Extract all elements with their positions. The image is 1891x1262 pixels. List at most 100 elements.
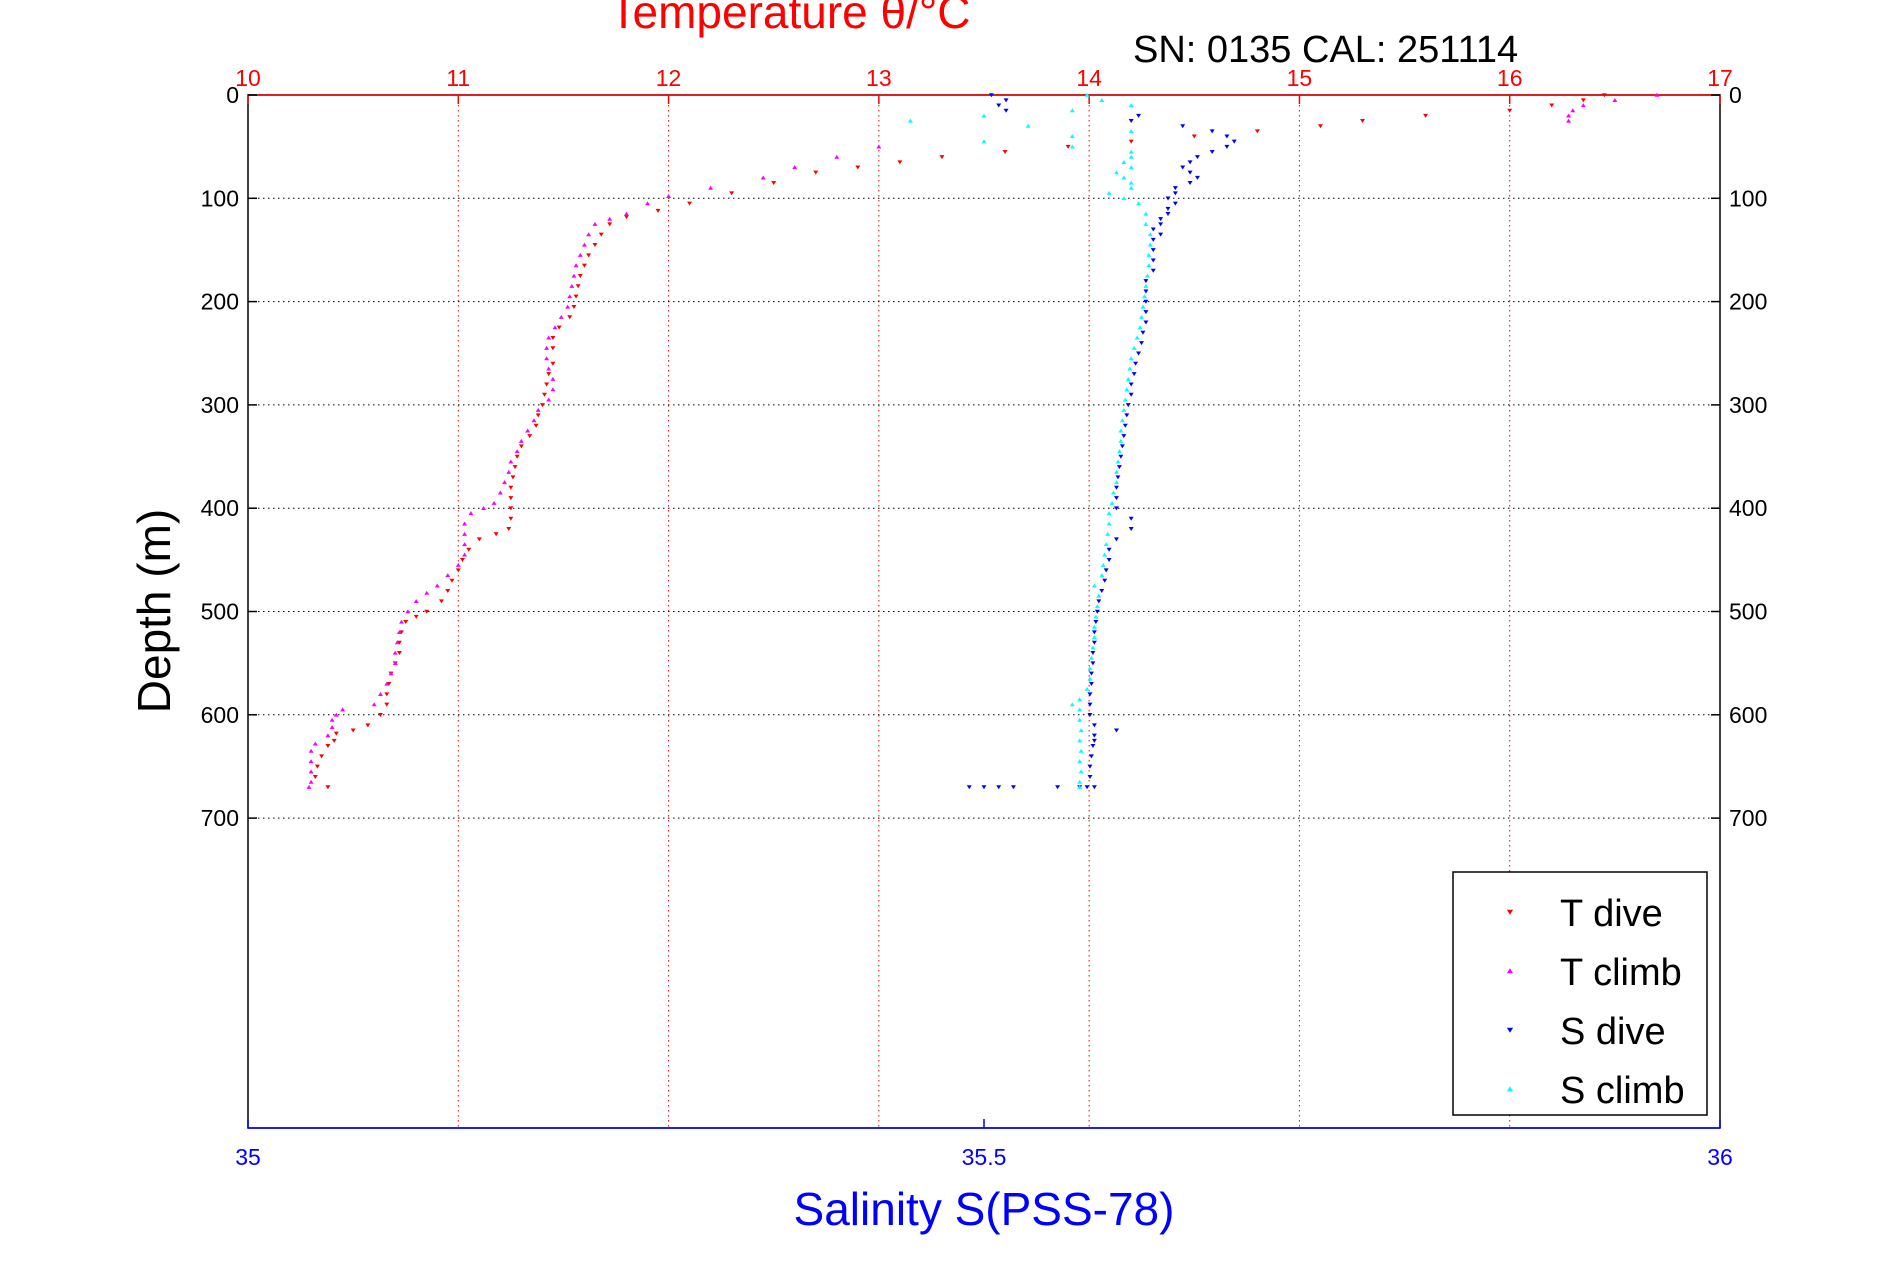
- data-point: [607, 222, 613, 227]
- data-point: [1087, 692, 1093, 697]
- data-point: [586, 253, 592, 258]
- data-point: [571, 273, 577, 278]
- data-point: [1096, 599, 1102, 604]
- data-point: [1114, 496, 1119, 501]
- data-point: [981, 113, 987, 118]
- data-point: [1143, 320, 1149, 325]
- data-point: [550, 361, 556, 366]
- data-point: [1114, 170, 1119, 175]
- data-point: [1128, 180, 1134, 185]
- data-point: [575, 284, 581, 289]
- data-point: [1115, 475, 1121, 480]
- data-point: [424, 609, 430, 614]
- data-point: [813, 170, 819, 175]
- data-point: [514, 454, 520, 459]
- data-point: [1114, 469, 1119, 474]
- depth-tick-label-right: 200: [1729, 289, 1767, 315]
- data-point: [531, 418, 537, 423]
- series-t-dive: [312, 93, 1607, 790]
- chart-subtitle: SN: 0135 CAL: 251114: [1133, 29, 1518, 71]
- data-point: [1143, 211, 1149, 216]
- data-point: [1078, 769, 1084, 774]
- series-s-dive: [966, 93, 1237, 790]
- data-point: [1549, 103, 1555, 108]
- data-point: [569, 283, 575, 288]
- data-point: [1143, 283, 1149, 288]
- data-point: [645, 201, 651, 206]
- data-point: [1423, 113, 1429, 118]
- data-point: [535, 407, 541, 412]
- data-point: [1180, 165, 1186, 170]
- data-point: [468, 511, 474, 516]
- data-point: [508, 459, 514, 464]
- data-point: [546, 335, 552, 340]
- data-point: [518, 438, 524, 443]
- data-point: [1118, 428, 1124, 433]
- data-point: [333, 731, 339, 736]
- data-point: [1580, 98, 1586, 103]
- data-point: [1106, 511, 1112, 516]
- data-point: [1601, 93, 1607, 98]
- data-point: [1087, 764, 1093, 769]
- legend-entry-label: S climb: [1560, 1070, 1685, 1112]
- data-point: [378, 691, 383, 696]
- data-point: [1094, 604, 1100, 609]
- data-point: [1111, 490, 1117, 495]
- temperature-ticks: 10 11 12 13 14 15 16 17: [235, 65, 1733, 104]
- data-point: [371, 702, 377, 707]
- legend-marker: [1506, 968, 1514, 974]
- data-point: [1224, 144, 1230, 149]
- data-point: [1143, 289, 1149, 294]
- data-point: [506, 527, 512, 532]
- temperature-tick-label: 10: [235, 65, 261, 91]
- data-point: [1139, 314, 1144, 319]
- legend-entry-label: S dive: [1560, 1011, 1666, 1053]
- data-point: [556, 325, 562, 330]
- data-point: [1134, 335, 1140, 340]
- temperature-tick-label: 13: [866, 65, 892, 91]
- data-point: [1125, 403, 1131, 408]
- data-point: [1191, 134, 1197, 139]
- temperature-tick-label: 12: [656, 65, 682, 91]
- data-point: [1122, 423, 1128, 428]
- data-point: [314, 764, 320, 769]
- data-point: [1093, 614, 1099, 619]
- data-point: [1114, 480, 1119, 485]
- salinity-tick-label: 36: [1707, 1144, 1733, 1170]
- data-point: [434, 583, 440, 588]
- data-point: [1069, 108, 1075, 113]
- data-point: [1078, 728, 1084, 733]
- data-point: [1172, 201, 1178, 206]
- data-point: [939, 155, 945, 160]
- data-point: [1143, 299, 1149, 304]
- data-point: [546, 372, 552, 377]
- depth-tick-label-right: 0: [1729, 82, 1742, 108]
- data-point: [565, 304, 571, 309]
- data-point: [1077, 779, 1083, 784]
- data-point: [1003, 108, 1009, 113]
- data-point: [405, 609, 411, 614]
- data-point: [550, 346, 556, 351]
- depth-tick-label-right: 600: [1729, 702, 1767, 728]
- data-point: [1146, 263, 1152, 268]
- data-point: [1088, 671, 1094, 676]
- depth-tick-label-left: 0: [226, 82, 239, 108]
- data-point: [1128, 516, 1134, 521]
- data-point: [1025, 123, 1031, 128]
- data-point: [514, 449, 520, 454]
- data-point: [1105, 531, 1111, 536]
- data-point: [1087, 666, 1093, 671]
- data-point: [449, 578, 455, 583]
- data-point: [1187, 170, 1193, 175]
- data-point: [1580, 103, 1586, 108]
- data-point: [329, 724, 335, 729]
- data-point: [1122, 397, 1128, 402]
- data-point: [1010, 785, 1016, 790]
- data-point: [491, 500, 497, 505]
- data-point: [493, 532, 499, 537]
- data-point: [592, 221, 598, 226]
- data-point: [1121, 434, 1127, 439]
- legend-marker: [1506, 909, 1514, 915]
- depth-tick-label-left: 400: [201, 495, 239, 521]
- data-point: [350, 728, 356, 733]
